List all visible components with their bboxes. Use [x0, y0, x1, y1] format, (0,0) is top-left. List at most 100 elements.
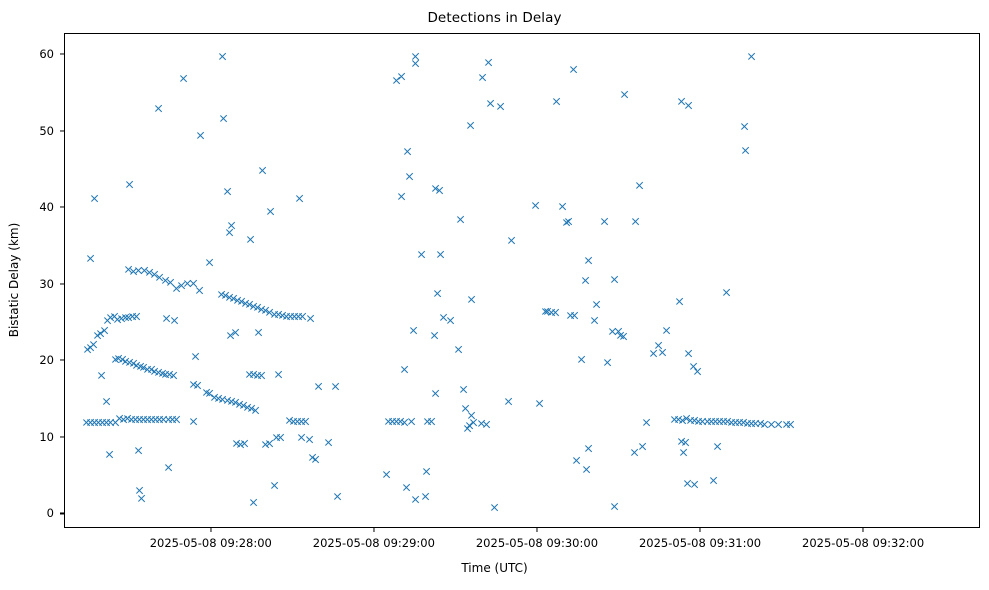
y-axis-tick-label: 10 [39, 429, 54, 444]
data-point-marker [129, 359, 138, 368]
y-axis-tick-mark [60, 130, 64, 132]
data-point-marker [684, 349, 693, 358]
data-point-marker [254, 328, 263, 337]
data-point-marker [262, 440, 271, 449]
data-point-marker [465, 421, 474, 430]
y-axis-tick-label: 60 [39, 47, 54, 62]
data-point-marker [274, 370, 283, 379]
data-point-marker [739, 418, 748, 427]
data-point-marker [227, 397, 236, 406]
y-axis-tick-mark [60, 283, 64, 285]
data-point-marker [469, 418, 478, 427]
data-point-marker [682, 438, 691, 447]
data-point-marker [266, 439, 275, 448]
data-point-marker [333, 492, 342, 501]
data-point-marker [722, 288, 731, 297]
data-point-marker [110, 312, 119, 321]
data-point-marker [192, 352, 201, 361]
data-point-marker [409, 326, 418, 335]
data-point-marker [277, 433, 286, 442]
data-point-marker [392, 76, 401, 85]
data-point-marker [285, 416, 294, 425]
data-point-marker [253, 371, 262, 380]
data-point-marker [196, 131, 205, 140]
data-point-marker [202, 388, 211, 397]
data-point-marker [440, 313, 449, 322]
data-point-marker [591, 316, 600, 325]
data-point-marker [402, 483, 411, 492]
data-point-marker [431, 389, 440, 398]
data-point-marker [756, 419, 765, 428]
data-point-marker [752, 419, 761, 428]
data-point-marker [384, 417, 393, 426]
data-point-marker [125, 180, 134, 189]
data-point-marker [143, 365, 152, 374]
data-point-marker [154, 104, 163, 113]
y-axis-tick-mark [60, 512, 64, 514]
data-point-marker [93, 331, 102, 340]
data-point-marker [236, 440, 245, 449]
data-point-marker [699, 417, 708, 426]
data-point-marker [156, 273, 165, 282]
data-point-marker [294, 312, 303, 321]
x-axis-tick-label: 2025-05-08 09:32:00 [802, 536, 925, 550]
data-point-marker [246, 235, 255, 244]
y-axis-tick-mark [60, 359, 64, 361]
data-point-marker [400, 365, 409, 374]
data-point-marker [436, 250, 445, 259]
data-point-marker [482, 420, 491, 429]
data-point-marker [245, 300, 254, 309]
data-point-marker [102, 397, 111, 406]
data-point-marker [83, 345, 92, 354]
data-point-marker [535, 399, 544, 408]
data-point-marker [411, 495, 420, 504]
data-point-marker [715, 417, 724, 426]
y-axis-tick-label: 0 [46, 506, 54, 521]
data-point-marker [290, 312, 299, 321]
data-point-marker [172, 415, 181, 424]
data-point-marker [107, 418, 116, 427]
data-point-marker [504, 397, 513, 406]
data-point-marker [312, 455, 321, 464]
data-point-marker [221, 291, 230, 300]
data-point-marker [247, 404, 256, 413]
data-point-marker [600, 217, 609, 226]
data-point-marker [649, 349, 658, 358]
data-point-marker [89, 340, 98, 349]
data-point-marker [719, 417, 728, 426]
data-point-marker [232, 439, 241, 448]
data-point-marker [760, 420, 769, 429]
data-point-marker [558, 202, 567, 211]
x-axis-tick-mark [862, 528, 864, 532]
data-point-marker [620, 90, 629, 99]
data-point-marker [638, 442, 647, 451]
data-point-marker [180, 74, 189, 83]
data-point-marker [282, 312, 291, 321]
data-point-marker [286, 312, 295, 321]
data-point-marker [592, 300, 601, 309]
data-point-marker [241, 299, 250, 308]
data-point-marker [231, 328, 240, 337]
data-point-marker [466, 121, 475, 130]
x-axis-tick-mark [699, 528, 701, 532]
data-point-marker [456, 215, 465, 224]
data-point-marker [133, 312, 142, 321]
data-point-marker [566, 311, 575, 320]
data-point-marker [496, 102, 505, 111]
data-point-marker [397, 72, 406, 81]
data-point-marker [270, 310, 279, 319]
data-point-marker [674, 415, 683, 424]
data-point-marker [274, 310, 283, 319]
data-point-marker [293, 417, 302, 426]
data-point-marker [491, 503, 500, 512]
data-point-marker [711, 417, 720, 426]
data-point-marker [169, 371, 178, 380]
data-point-marker [96, 329, 105, 338]
data-point-marker [383, 470, 392, 479]
data-point-marker [219, 114, 228, 123]
data-point-marker [552, 97, 561, 106]
data-point-marker [678, 97, 687, 106]
data-point-marker [486, 99, 495, 108]
x-axis-tick-mark [373, 528, 375, 532]
data-point-marker [107, 313, 116, 322]
